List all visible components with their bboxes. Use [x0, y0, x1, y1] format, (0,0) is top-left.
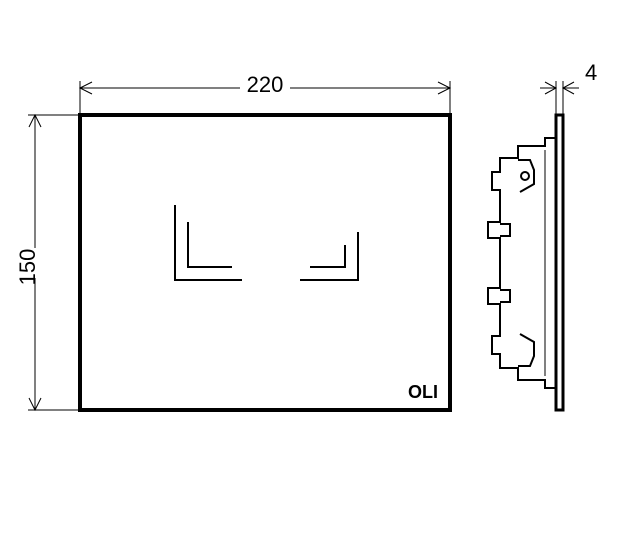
side-view — [488, 115, 563, 410]
brand-label: OLI — [408, 382, 438, 402]
dim-width-label: 220 — [247, 72, 284, 97]
dim-height-label: 150 — [15, 249, 40, 286]
dim-width: 220 — [80, 70, 450, 115]
dim-depth: 4 — [540, 60, 597, 115]
dim-height: 150 — [15, 115, 80, 410]
button-mark-left — [175, 205, 242, 280]
button-mark-right — [300, 232, 358, 280]
technical-drawing: 220 150 4 — [0, 0, 618, 535]
dim-depth-label: 4 — [585, 60, 597, 85]
front-view: OLI — [80, 115, 450, 410]
